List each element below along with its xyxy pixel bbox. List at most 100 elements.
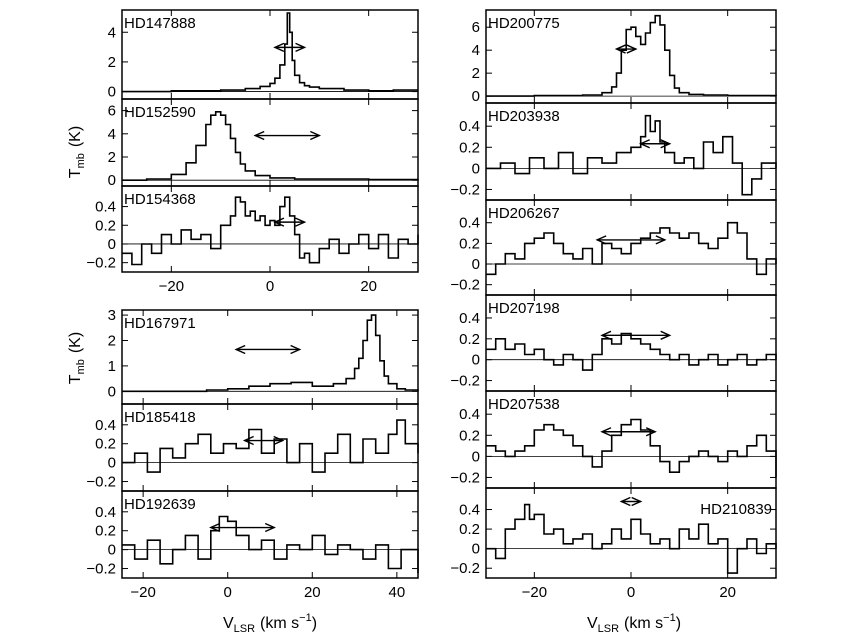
spectrum-line <box>486 114 777 196</box>
x-tick-label: 20 <box>304 584 321 601</box>
panel-hd192639: −0.2 0 0.2 0.4 HD192639 <box>86 490 419 579</box>
y-tick-label: 0 <box>472 352 480 369</box>
panel-hd207198: −0.2 0 0.2 0.4 HD207198 <box>450 294 777 392</box>
arrowhead-right <box>631 496 643 507</box>
spectrum-line <box>486 14 777 97</box>
arrowhead-right <box>660 139 672 149</box>
star-name-label: HD210839 <box>700 501 772 518</box>
spectrum-line <box>486 418 777 478</box>
panel-hd207538: −0.2 0 0.2 0.4 HD207538 <box>450 390 777 489</box>
y-tick-label: 6 <box>108 103 116 120</box>
arrowhead-left <box>273 217 285 227</box>
spectrum-line <box>486 332 777 371</box>
star-name-label: HD200775 <box>488 15 560 32</box>
y-tick-label: 0.4 <box>95 199 116 216</box>
x-tick-label: 20 <box>719 584 736 601</box>
y-tick-label: 0.2 <box>95 217 116 234</box>
panel-hd203938: −0.2 0 0.2 0.4 HD203938 <box>450 102 777 201</box>
y-tick-label: 0 <box>108 236 116 253</box>
y-tick-label: −0.2 <box>450 560 480 577</box>
svg-text:Tmb(K): Tmb(K) <box>67 126 87 178</box>
y-tick-label: 0.4 <box>459 215 480 232</box>
star-name-label: HD207538 <box>488 396 560 413</box>
y-tick-label: 3 <box>108 307 116 324</box>
y-tick-label: 0.4 <box>95 417 116 434</box>
y-tick-label: 0 <box>472 160 480 177</box>
arrowhead-left <box>638 139 650 149</box>
spectrum-line <box>486 503 777 574</box>
arrowhead-right <box>626 44 638 54</box>
arrowhead-right <box>273 435 285 446</box>
spectrum-line <box>122 196 419 266</box>
x-axis-left-top: −20 0 20 <box>159 10 377 295</box>
x-axis-right: −20 0 20 <box>522 10 736 601</box>
arrowhead-right <box>264 522 276 533</box>
arrowhead-left <box>234 344 246 355</box>
star-name-label: HD192639 <box>124 496 196 513</box>
x-axes: −20 0 20−20 0 20 40 −20 0 20 <box>130 10 736 601</box>
spectrum-line <box>122 314 419 393</box>
y-tick-label: −0.2 <box>86 561 116 578</box>
star-name-label: HD203938 <box>488 108 560 125</box>
spectrum-line <box>486 221 777 276</box>
panel-hd206267: −0.2 0 0.2 0.4 HD206267 <box>450 199 777 296</box>
panel-hd200775: 0 2 4 6 HD200775 <box>472 9 777 105</box>
ylabel-bottom-left: Tmb(K) <box>67 332 87 384</box>
arrowhead-right <box>660 330 672 340</box>
y-tick-label: 0 <box>472 88 480 105</box>
arrowhead-left <box>600 330 612 340</box>
y-tick-label: 0 <box>108 84 116 101</box>
x-tick-label: 0 <box>266 278 274 295</box>
arrowhead-left <box>595 235 607 245</box>
y-tick-label: 0.2 <box>459 331 480 348</box>
panel-hd152590: 0 2 4 6 HD152590 <box>108 98 419 189</box>
panel-hd147888: 0 2 4 HD147888 <box>108 9 419 101</box>
y-tick-label: 0.4 <box>459 118 480 135</box>
star-name-label: HD167971 <box>124 315 196 332</box>
arrowhead-left <box>614 44 626 54</box>
star-name-label: HD154368 <box>124 191 196 208</box>
y-tick-label: −0.2 <box>86 255 116 272</box>
x-tick-label: 0 <box>627 584 635 601</box>
y-tick-label: 0 <box>472 256 480 273</box>
y-tick-label: −0.2 <box>450 181 480 198</box>
star-name-label: HD207198 <box>488 300 560 317</box>
y-tick-label: 2 <box>472 65 480 82</box>
y-tick-label: 0.2 <box>95 436 116 453</box>
y-tick-label: −0.2 <box>450 373 480 390</box>
y-tick-label: 0 <box>108 455 116 472</box>
arrowhead-left <box>253 130 265 141</box>
star-name-label: HD147888 <box>124 15 196 32</box>
y-tick-label: 2 <box>108 149 116 166</box>
star-name-label: HD152590 <box>124 104 196 121</box>
x-tick-label: 0 <box>224 584 232 601</box>
arrowhead-right <box>655 235 667 245</box>
y-tick-label: 4 <box>108 24 116 41</box>
arrowhead-right <box>295 217 307 227</box>
star-name-label: HD185418 <box>124 409 196 426</box>
panel-hd154368: −0.2 0 0.20.4 HD154368 <box>86 185 419 273</box>
y-tick-label: 1 <box>108 358 116 375</box>
y-tick-label: −0.2 <box>86 474 116 491</box>
arrowhead-left <box>273 42 285 53</box>
ylabel-top-left: Tmb(K) <box>67 126 87 178</box>
spectrum-line <box>122 12 418 93</box>
y-tick-label: 0 <box>108 383 116 400</box>
y-tick-label: 0 <box>108 542 116 559</box>
y-tick-label: −0.2 <box>450 469 480 486</box>
y-tick-label: 0.4 <box>459 502 480 519</box>
y-tick-label: 0.2 <box>459 427 480 444</box>
y-tick-label: 0.4 <box>459 406 480 423</box>
y-tick-label: 0.4 <box>95 504 116 521</box>
x-tick-label: 40 <box>389 584 406 601</box>
star-name-label: HD206267 <box>488 205 560 222</box>
arrowhead-left <box>600 427 612 437</box>
y-tick-label: 0.2 <box>459 521 480 538</box>
x-tick-label: −20 <box>159 278 184 295</box>
arrowhead-left <box>242 435 254 446</box>
spectrum-line <box>122 515 419 574</box>
arrowhead-right <box>645 427 657 437</box>
arrowhead-left <box>209 522 221 533</box>
